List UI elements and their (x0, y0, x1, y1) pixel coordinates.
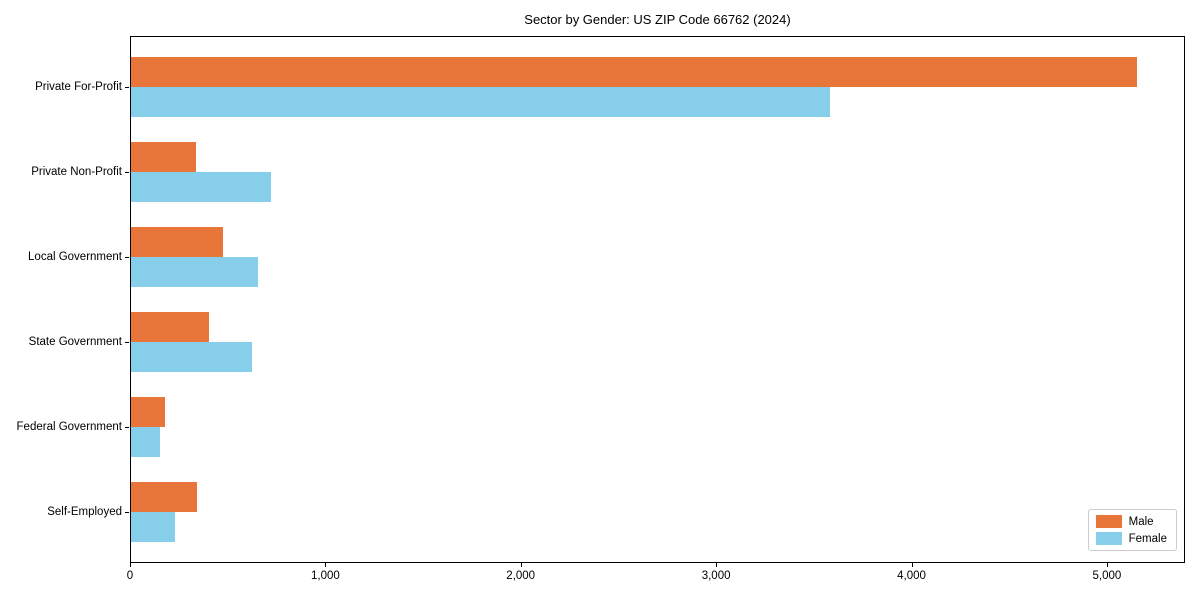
x-tick-mark (130, 563, 131, 567)
bar-female-4 (131, 342, 253, 372)
x-tick-mark (325, 563, 327, 567)
x-tick-mark (716, 563, 718, 567)
bar-male-6 (131, 482, 198, 512)
y-tick-mark (125, 342, 129, 343)
bar-male-3 (131, 227, 223, 257)
y-tick-mark (125, 512, 129, 513)
x-tick-mark (911, 563, 913, 567)
x-tick-mark (520, 563, 522, 567)
x-axis-tick-label: 4,000 (897, 570, 926, 582)
y-tick-mark (125, 427, 129, 428)
bar-male-1 (131, 57, 1138, 87)
legend-label: Male (1128, 515, 1154, 528)
legend: Male Female (1087, 509, 1177, 551)
bar-female-1 (131, 87, 831, 117)
x-axis-tick-label: 3,000 (701, 570, 731, 582)
bar-female-2 (131, 172, 271, 202)
bar-female-6 (131, 512, 175, 542)
y-axis-label: Local Government (28, 251, 122, 263)
legend-entry-female: Female (1095, 532, 1167, 545)
bar-female-3 (131, 257, 258, 287)
legend-swatch-male (1095, 515, 1122, 528)
x-tick-mark (1106, 563, 1108, 567)
x-axis-tick-label: 1,000 (311, 570, 340, 582)
x-axis-tick-label: 5,000 (1092, 570, 1122, 582)
plot-area (130, 36, 1185, 563)
y-axis-label: State Government (28, 336, 122, 348)
y-tick-mark (125, 172, 129, 173)
y-tick-mark (125, 87, 129, 88)
x-axis-tick-label: 2,000 (506, 570, 536, 582)
legend-label: Female (1128, 532, 1167, 545)
y-tick-mark (125, 257, 129, 258)
bar-male-4 (131, 312, 210, 342)
bar-male-2 (131, 142, 197, 172)
legend-entry-male: Male (1095, 515, 1167, 528)
y-axis-label: Self-Employed (47, 506, 122, 518)
y-axis-label: Private For-Profit (35, 81, 122, 93)
chart-title: Sector by Gender: US ZIP Code 66762 (202… (524, 12, 791, 27)
y-axis-label: Private Non-Profit (31, 166, 122, 178)
x-axis-tick-label: 0 (126, 570, 134, 582)
bar-female-5 (131, 427, 161, 457)
bar-male-5 (131, 397, 166, 427)
legend-swatch-female (1095, 532, 1122, 545)
y-axis-label: Federal Government (16, 421, 122, 433)
